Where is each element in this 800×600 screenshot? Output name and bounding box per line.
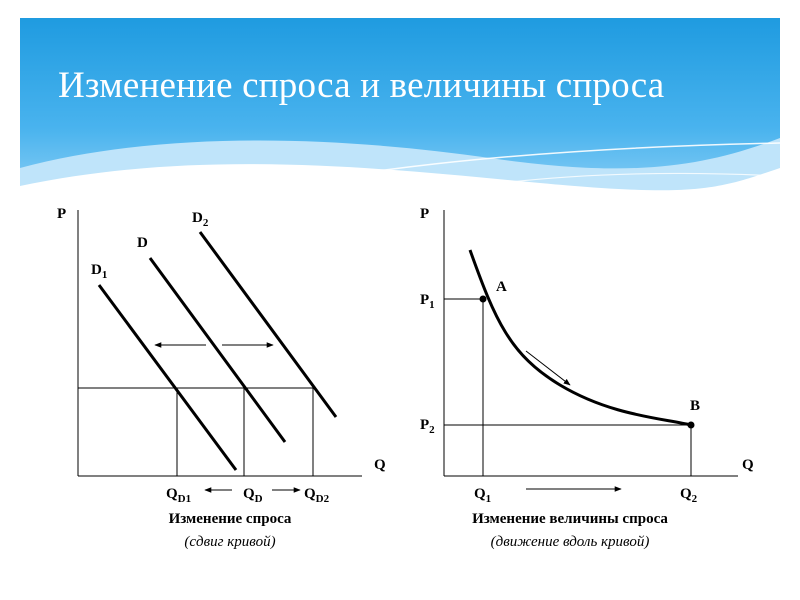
left-x-axis-label: Q [374, 457, 386, 473]
right-subcaption: (движение вдоль кривой) [490, 534, 650, 550]
point-b-label: B [690, 398, 700, 414]
curve-label-d2: D2 [192, 210, 209, 229]
left-caption: Изменение спроса [168, 511, 292, 527]
demand-curve [468, 249, 692, 427]
tick-label-qd: QD [243, 486, 263, 505]
curve-label-d1: D1 [91, 262, 107, 281]
demand-curve-d [148, 257, 287, 443]
right-x-axis-label: Q [742, 457, 754, 473]
left-y-axis-label: P [57, 206, 66, 222]
tick-label-qd2: QD2 [304, 486, 330, 505]
right-demand-chart: P Q A B P1 P2 Q1 Q2 [420, 206, 754, 505]
curve-label-d: D [137, 235, 148, 251]
demand-curve-d1 [97, 284, 238, 471]
banner-background [20, 18, 780, 218]
left-subcaption: (сдвиг кривой) [184, 534, 276, 550]
point-b [687, 421, 695, 429]
right-caption: Изменение величины спроса [472, 511, 668, 527]
point-a-label: A [496, 279, 507, 295]
point-a [479, 295, 487, 303]
movement-arrow-curve [525, 350, 571, 386]
tick-label-qd1: QD1 [166, 486, 191, 505]
label-p2: P2 [420, 417, 435, 436]
label-q1: Q1 [474, 486, 491, 505]
demand-curve-d2 [198, 231, 338, 418]
label-q2: Q2 [680, 486, 698, 505]
title-banner: Изменение спроса и величины спроса [20, 18, 780, 218]
slide-title: Изменение спроса и величины спроса [58, 65, 665, 106]
right-y-axis-label: P [420, 206, 429, 222]
left-demand-chart: P Q D1 D D2 QD1 QD QD2 [57, 206, 386, 505]
label-p1: P1 [420, 292, 435, 311]
